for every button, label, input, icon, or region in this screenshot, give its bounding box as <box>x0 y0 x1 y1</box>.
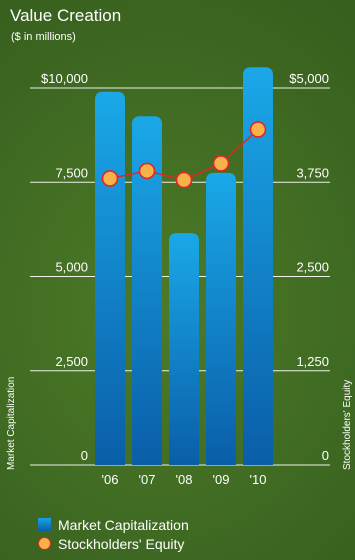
dot-swatch-icon <box>38 537 51 550</box>
right-tick-label: 3,750 <box>296 165 329 180</box>
bar-market-cap <box>132 116 162 466</box>
legend-item-equity: Stockholders' Equity <box>38 534 189 553</box>
x-tick-label: '07 <box>139 472 156 487</box>
left-axis-title: Market Capitalization <box>6 377 17 470</box>
equity-point <box>249 121 267 138</box>
left-tick-label: 2,500 <box>55 354 88 369</box>
bar-market-cap <box>206 172 236 465</box>
legend-item-market-cap: Market Capitalization <box>38 515 189 534</box>
equity-point <box>212 155 230 172</box>
bar-market-cap <box>95 91 125 466</box>
left-tick-label: 0 <box>81 448 88 463</box>
x-tick-label: '06 <box>102 472 119 487</box>
legend-label-market-cap: Market Capitalization <box>58 516 189 533</box>
value-creation-chart: 0 0 2,500 1,250 5,000 2,500 7,500 3,750 $10,000 $… <box>6 67 353 487</box>
legend-label-equity: Stockholders' Equity <box>58 535 185 552</box>
equity-point <box>138 162 156 180</box>
bar-market-cap <box>243 67 273 465</box>
equity-point <box>101 170 119 187</box>
right-tick-label: 0 <box>322 448 329 463</box>
x-tick-label: '08 <box>176 472 193 487</box>
right-tick-label: $5,000 <box>289 71 329 86</box>
right-tick-label: 2,500 <box>296 260 329 275</box>
equity-point <box>175 171 193 189</box>
chart-title: Value Creation <box>10 6 122 25</box>
x-tick-label: '10 <box>250 472 267 487</box>
right-tick-label: 1,250 <box>296 354 329 369</box>
bar-market-cap <box>169 233 199 465</box>
x-tick-label: '09 <box>213 472 230 487</box>
left-tick-label: 7,500 <box>55 165 88 180</box>
left-tick-label: 5,000 <box>55 260 88 275</box>
left-tick-label: $10,000 <box>41 71 88 86</box>
bar-swatch-icon <box>38 518 51 531</box>
right-axis-title: Stockholders' Equity <box>342 380 353 470</box>
chart-subtitle: ($ in millions) <box>11 31 76 43</box>
chart-legend: Market Capitalization Stockholders' Equi… <box>38 515 189 553</box>
